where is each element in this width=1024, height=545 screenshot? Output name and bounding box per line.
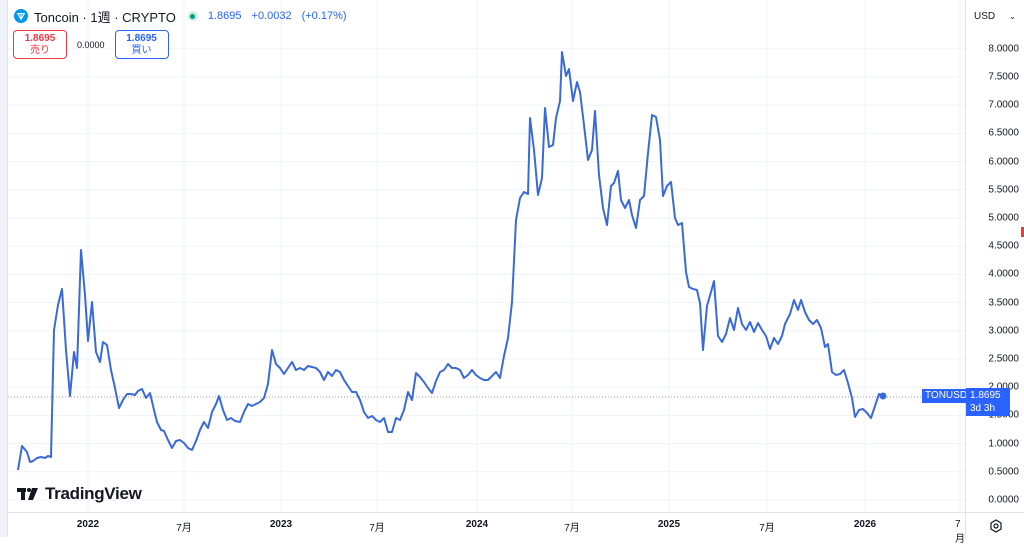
left-panel-border: [0, 0, 8, 537]
market-open-dot-icon: [187, 11, 198, 21]
tradingview-wordmark: TradingView: [45, 484, 142, 503]
time-axis-label: 2022: [76, 519, 100, 530]
last-price: 1.8695: [207, 10, 242, 22]
price-change: +0.0032: [251, 10, 292, 22]
time-axis-label: 7月: [176, 523, 192, 534]
price-axis[interactable]: USD ⌄ 8.0000 7.5000 7.0000 6.5000 6.0000 5.50…: [965, 0, 1024, 512]
sell-price: 1.8695: [24, 32, 56, 44]
trade-buttons: 1.8695 売り 0.0000 1.8695 買い: [13, 30, 169, 59]
time-axis-label: 7月: [955, 519, 965, 545]
alert-marker: [1021, 227, 1024, 237]
price-change-pct: (+0.17%): [301, 10, 347, 22]
price-axis-label: 6.5000: [988, 127, 1019, 139]
price-axis-label: 8.0000: [988, 43, 1019, 55]
currency-selector[interactable]: USD ⌄: [970, 6, 1020, 26]
last-price-tag-value: 1.8695: [970, 390, 1001, 401]
buy-button[interactable]: 1.8695 買い: [114, 30, 169, 59]
grid-lines: [8, 0, 965, 512]
price-axis-label: 4.5000: [988, 240, 1019, 252]
price-axis-label: 3.5000: [988, 297, 1019, 309]
last-price-tag: 1.8695 3d 3h: [966, 388, 1010, 416]
chart-pane[interactable]: [8, 0, 965, 512]
time-axis-label: 2024: [465, 519, 489, 530]
price-axis-label: 5.0000: [988, 212, 1019, 224]
tradingview-logo[interactable]: TradingView: [17, 484, 142, 504]
time-axis-label: 2023: [269, 519, 293, 530]
price-axis-label: 2.0000: [988, 382, 1019, 393]
time-axis-label: 2025: [657, 519, 681, 530]
chart-settings-button[interactable]: [965, 512, 1024, 538]
time-axis-label: 7月: [759, 523, 775, 534]
spread-value: 0.0000: [77, 39, 105, 50]
time-axis-label: 7月: [369, 523, 385, 534]
buy-label: 買い: [131, 44, 152, 56]
price-axis-label: 4.0000: [988, 268, 1019, 280]
toncoin-logo-icon: [14, 9, 28, 23]
price-axis-label: 7.0000: [988, 99, 1019, 111]
currency-label: USD: [974, 10, 996, 22]
symbol-title[interactable]: Toncoin · 1週 · CRYPTO: [34, 9, 176, 25]
price-axis-label: 6.0000: [988, 156, 1019, 168]
buy-price: 1.8695: [126, 32, 157, 44]
price-axis-label: 7.5000: [988, 71, 1019, 83]
price-axis-label: 5.5000: [988, 184, 1019, 196]
time-axis-label: 7月: [564, 523, 580, 534]
price-line: [17, 51, 884, 471]
price-plot[interactable]: [8, 0, 965, 512]
price-axis-label: 0.0000: [988, 494, 1019, 506]
price-axis-label: 2.5000: [988, 353, 1019, 365]
price-axis-label: 3.0000: [988, 325, 1019, 337]
symbol-tag: TONUSD: [922, 389, 971, 403]
time-axis[interactable]: 2022 7月 2023 7月 2024 7月 2025 7月 2026 7月: [8, 512, 965, 545]
price-axis-label: 1.0000: [988, 438, 1019, 450]
time-axis-label: 2026: [853, 519, 877, 530]
settings-gear-icon: [989, 518, 1002, 533]
sell-label: 売り: [30, 44, 50, 56]
chevron-down-icon: ⌄: [1009, 11, 1016, 21]
price-axis-label: 0.5000: [988, 466, 1019, 478]
sell-button[interactable]: 1.8695 売り: [13, 30, 67, 59]
bar-countdown: 3d 3h: [970, 403, 996, 414]
legend-header: Toncoin · 1週 · CRYPTO 1.8695 +0.0032 (+0…: [14, 6, 347, 26]
last-point-marker: [879, 392, 887, 400]
tradingview-logo-icon: [17, 488, 38, 500]
